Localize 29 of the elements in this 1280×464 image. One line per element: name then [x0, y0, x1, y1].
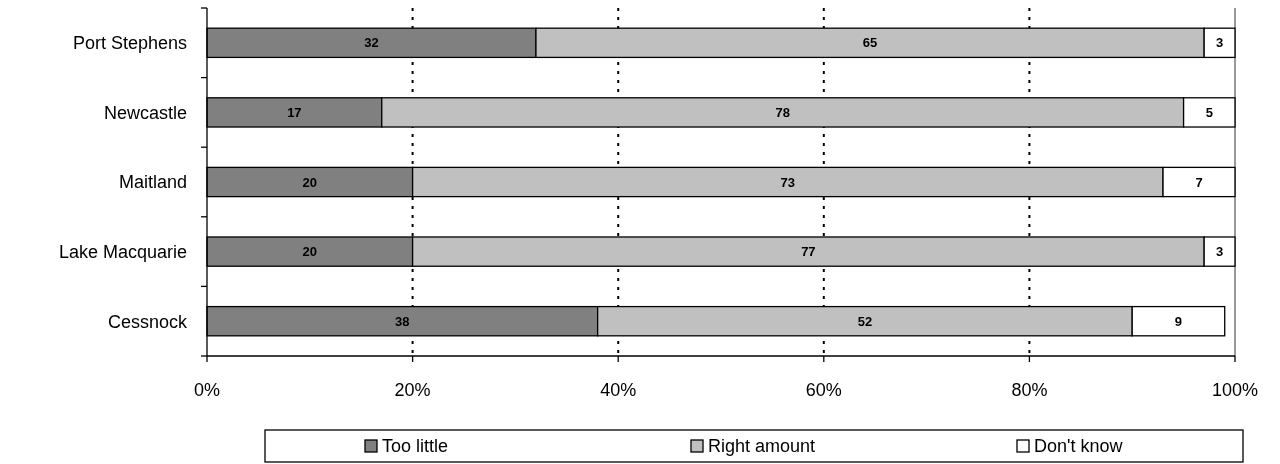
- data-label: 9: [1174, 313, 1183, 329]
- legend-label: Don't know: [1034, 436, 1124, 457]
- data-label: 3: [1215, 35, 1224, 51]
- y-tick-label: Port Stephens: [72, 33, 187, 54]
- x-tick-label: 0%: [193, 380, 221, 400]
- x-tick-label: 100%: [1211, 380, 1259, 400]
- data-label: 20: [302, 174, 318, 190]
- x-tick-label: 40%: [600, 380, 637, 400]
- data-label: 73: [780, 174, 796, 190]
- data-label: 38: [395, 313, 410, 329]
- data-label: 20: [302, 244, 318, 260]
- legend-label: Too little: [382, 436, 449, 457]
- data-label: 17: [287, 104, 302, 120]
- data-label: 77: [801, 244, 816, 260]
- data-label: 78: [775, 104, 790, 120]
- y-tick-label: Cessnock: [107, 311, 188, 332]
- data-label: 3: [1215, 244, 1224, 260]
- data-label: 5: [1205, 104, 1213, 120]
- data-label: 32: [364, 35, 379, 51]
- data-label: 7: [1195, 174, 1203, 190]
- y-tick-label: Maitland: [118, 172, 187, 193]
- data-label: 52: [857, 313, 873, 329]
- y-tick-label: Newcastle: [103, 102, 187, 123]
- legend-label: Right amount: [708, 436, 816, 457]
- x-tick-label: 80%: [1011, 380, 1048, 400]
- data-label: 65: [862, 35, 878, 51]
- y-tick-label: Lake Macquarie: [58, 241, 187, 262]
- x-tick-label: 20%: [394, 380, 431, 400]
- x-tick-label: 60%: [805, 380, 842, 400]
